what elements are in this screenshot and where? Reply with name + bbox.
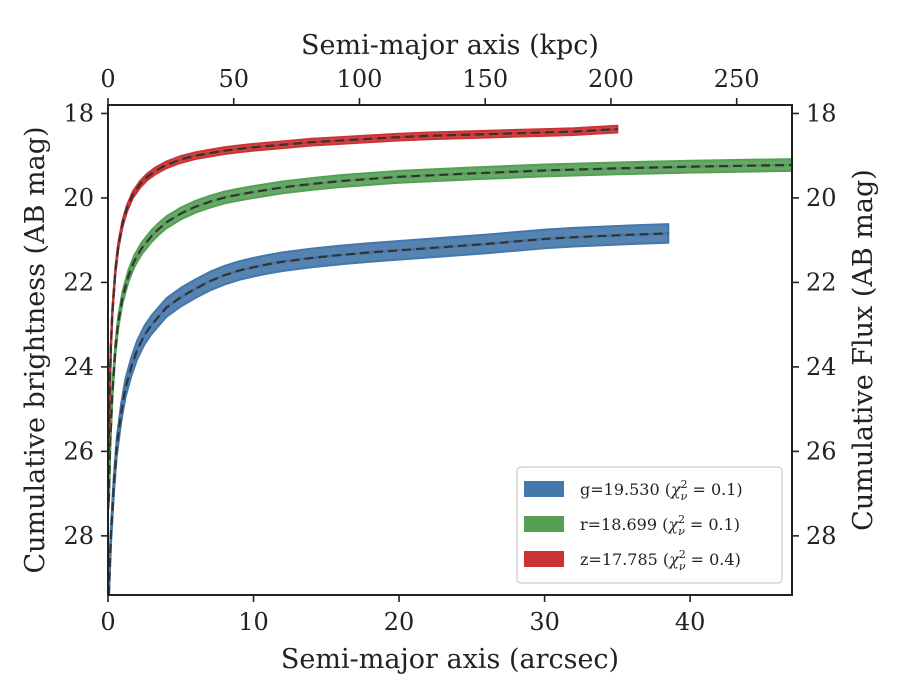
legend-superscript: 2 [678,513,685,526]
x-axis-bottom: 0 10 20 30 40 [100,595,705,636]
legend-superscript: 2 [681,478,688,491]
legend-swatch [524,481,564,497]
top-x-tick-label: 200 [588,65,634,93]
series-2-band [108,158,792,509]
legend-swatch [524,516,564,532]
axes-frame [107,104,793,596]
series-1-band [108,223,670,595]
right-y-axis-label: Cumulative Flux (AB mag) [848,169,879,531]
top-x-axis-label: Semi-major axis (kpc) [301,30,599,61]
x-tick-label: 30 [529,608,560,636]
legend-swatch [524,551,564,567]
legend-chi-symbol: χ [667,515,679,534]
legend-item: r=18.699 (χ2 ν = 0.1) [524,513,740,538]
legend-label: z=17.785 (χ2 ν = 0.4) [580,548,741,573]
series-3-model-line [108,127,618,452]
legend-label-main: g=19.530 ( [580,480,671,499]
right-y-tick-label: 22 [806,268,837,296]
y-tick-label: 28 [63,522,94,550]
right-y-tick-label: 26 [806,437,837,465]
legend-label-rest: = 0.1) [685,515,740,534]
top-x-tick-label: 0 [100,65,115,93]
series-1-model-line [108,232,669,595]
right-y-tick-label: 20 [806,184,837,212]
series-2 [108,158,792,509]
legend-label: g=19.530 (χ2 ν = 0.1) [580,478,743,503]
y-axis-left: 18 20 22 24 26 28 [63,99,108,550]
legend-chi-symbol: χ [668,550,680,569]
legend-subscript: ν [681,490,688,503]
y-tick-label: 22 [63,268,94,296]
series-2-model-line [108,163,792,503]
y-tick-label: 18 [63,99,94,127]
series-2-line [108,163,792,503]
x-axis-top: 0 50 100 150 200 250 [100,65,760,105]
y-axis-label: Cumulative brightness (AB mag) [20,126,51,573]
series-3-band [108,124,619,456]
right-y-tick-label: 28 [806,522,837,550]
y-tick-label: 26 [63,437,94,465]
x-tick-label: 40 [675,608,706,636]
top-x-tick-label: 100 [337,65,383,93]
legend-item: g=19.530 (χ2 ν = 0.1) [524,478,743,503]
legend-label-main: r=18.699 ( [580,515,668,534]
legend-label-rest: = 0.1) [687,480,742,499]
x-axis-label: Semi-major axis (arcsec) [281,644,619,675]
y-tick-label: 20 [63,184,94,212]
top-x-tick-label: 150 [462,65,508,93]
series-3 [108,124,619,456]
legend-label-main: z=17.785 ( [580,550,669,569]
legend-label: r=18.699 (χ2 ν = 0.1) [580,513,740,538]
top-x-tick-label: 250 [714,65,760,93]
right-y-tick-label: 18 [806,99,837,127]
plot-area [108,124,792,595]
right-y-tick-label: 24 [806,353,837,381]
x-tick-label: 0 [100,608,115,636]
y-axis-right: 18 20 22 24 26 28 [792,99,837,550]
legend-chi-symbol: χ [670,480,682,499]
legend-box [516,466,783,584]
x-tick-label: 10 [238,608,269,636]
legend-item: z=17.785 (χ2 ν = 0.4) [524,548,741,573]
legend: g=19.530 (χ2 ν = 0.1)r=18.699 (χ2 ν = 0.1)… [516,466,783,584]
top-x-tick-label: 50 [218,65,249,93]
legend-subscript: ν [679,560,686,573]
legend-subscript: ν [678,525,685,538]
y-tick-label: 24 [63,353,94,381]
legend-label-rest: = 0.4) [686,550,741,569]
x-tick-label: 20 [384,608,415,636]
series-1 [108,223,670,595]
legend-superscript: 2 [679,548,686,561]
